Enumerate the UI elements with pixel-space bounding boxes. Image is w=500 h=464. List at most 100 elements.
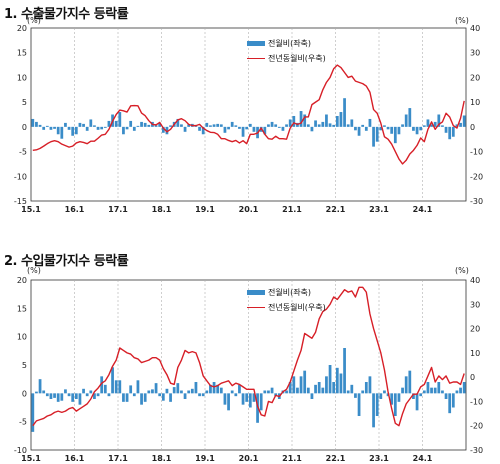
left-axis-tick-label: -5: [19, 148, 27, 157]
chart1-legend: 전월비(좌축) 전년동월비(우축): [247, 36, 326, 66]
bar: [230, 121, 234, 127]
bar: [122, 393, 125, 402]
bar: [136, 380, 140, 394]
bar: [288, 382, 292, 394]
bar: [325, 114, 328, 127]
bar: [74, 126, 78, 135]
bar: [343, 348, 346, 394]
bar: [216, 123, 220, 127]
chart2-right-unit: (%): [455, 266, 469, 275]
bar: [314, 120, 317, 127]
bar: [317, 124, 321, 127]
bar: [252, 126, 256, 132]
bar: [38, 379, 42, 394]
bar: [67, 126, 71, 130]
bar: [45, 393, 49, 397]
right-axis-tick-label: 0: [470, 373, 475, 382]
bar: [53, 393, 56, 398]
bar: [412, 393, 415, 399]
bar: [38, 124, 42, 127]
bar-legend-swatch: [247, 41, 265, 46]
bar: [364, 382, 368, 394]
bar: [187, 124, 191, 127]
bar: [114, 380, 118, 394]
bar: [187, 390, 191, 394]
bar: [277, 126, 281, 128]
right-axis-tick-label: 10: [470, 349, 480, 358]
bar: [56, 393, 60, 402]
bar: [219, 387, 223, 394]
bar: [444, 126, 448, 133]
x-tick-label: 20.1: [239, 454, 259, 463]
bar: [64, 389, 67, 394]
x-tick-label: 19.1: [195, 454, 215, 463]
bar: [198, 126, 201, 131]
left-axis-tick-label: 5: [22, 98, 27, 107]
bar: [158, 393, 162, 397]
bar: [114, 120, 118, 127]
bar: [415, 393, 419, 411]
bar: [310, 393, 314, 399]
bar: [223, 126, 227, 133]
bar: [93, 393, 96, 399]
bar: [306, 124, 310, 127]
bar: [45, 125, 49, 127]
bar: [248, 393, 252, 408]
right-axis-tick-label: 30: [470, 49, 480, 58]
bar: [129, 120, 133, 127]
bar: [219, 124, 223, 127]
bar: [281, 126, 285, 131]
bar: [252, 393, 256, 402]
bar: [335, 115, 339, 127]
x-tick-label: 22.1: [326, 454, 346, 463]
bar: [201, 393, 205, 397]
bar: [49, 126, 53, 130]
bar: [209, 125, 212, 127]
bar: [103, 126, 107, 128]
bar: [339, 373, 343, 394]
bar: [223, 393, 227, 405]
bar: [118, 380, 122, 394]
bar: [401, 124, 404, 127]
bar: [339, 112, 343, 127]
bar: [93, 125, 96, 127]
bar: [180, 124, 183, 127]
bar: [390, 393, 394, 405]
bar: [238, 384, 241, 394]
bar: [299, 376, 303, 394]
x-tick-label: 16.1: [65, 454, 85, 463]
bar: [212, 382, 216, 394]
bar: [368, 376, 372, 394]
bar: [140, 121, 143, 127]
bar: [143, 122, 147, 127]
bar: [234, 393, 238, 397]
bar: [100, 376, 104, 394]
bar: [234, 125, 238, 127]
bar: [35, 121, 38, 127]
bar: [49, 393, 53, 399]
bar: [42, 390, 46, 394]
bar: [314, 384, 317, 394]
bar: [412, 126, 415, 131]
bar: [96, 393, 100, 397]
bar: [375, 126, 379, 142]
bar: [31, 118, 35, 127]
bar: [71, 126, 75, 136]
bar: [259, 393, 263, 411]
bar: [404, 114, 408, 127]
bar: [379, 393, 383, 399]
chart1-legend-line-label: 전년동월비(우축): [268, 54, 326, 63]
bar: [129, 385, 133, 394]
bar: [379, 126, 383, 131]
bar: [350, 119, 354, 127]
bar: [397, 126, 401, 135]
x-tick-label: 15.1: [21, 454, 41, 463]
right-axis-tick-label: -30: [470, 197, 483, 206]
bar: [230, 390, 234, 394]
bar: [245, 126, 249, 130]
bar: [176, 118, 180, 127]
bar: [448, 393, 452, 414]
bar: [122, 126, 125, 135]
bar: [60, 126, 64, 139]
bar: [241, 393, 245, 405]
